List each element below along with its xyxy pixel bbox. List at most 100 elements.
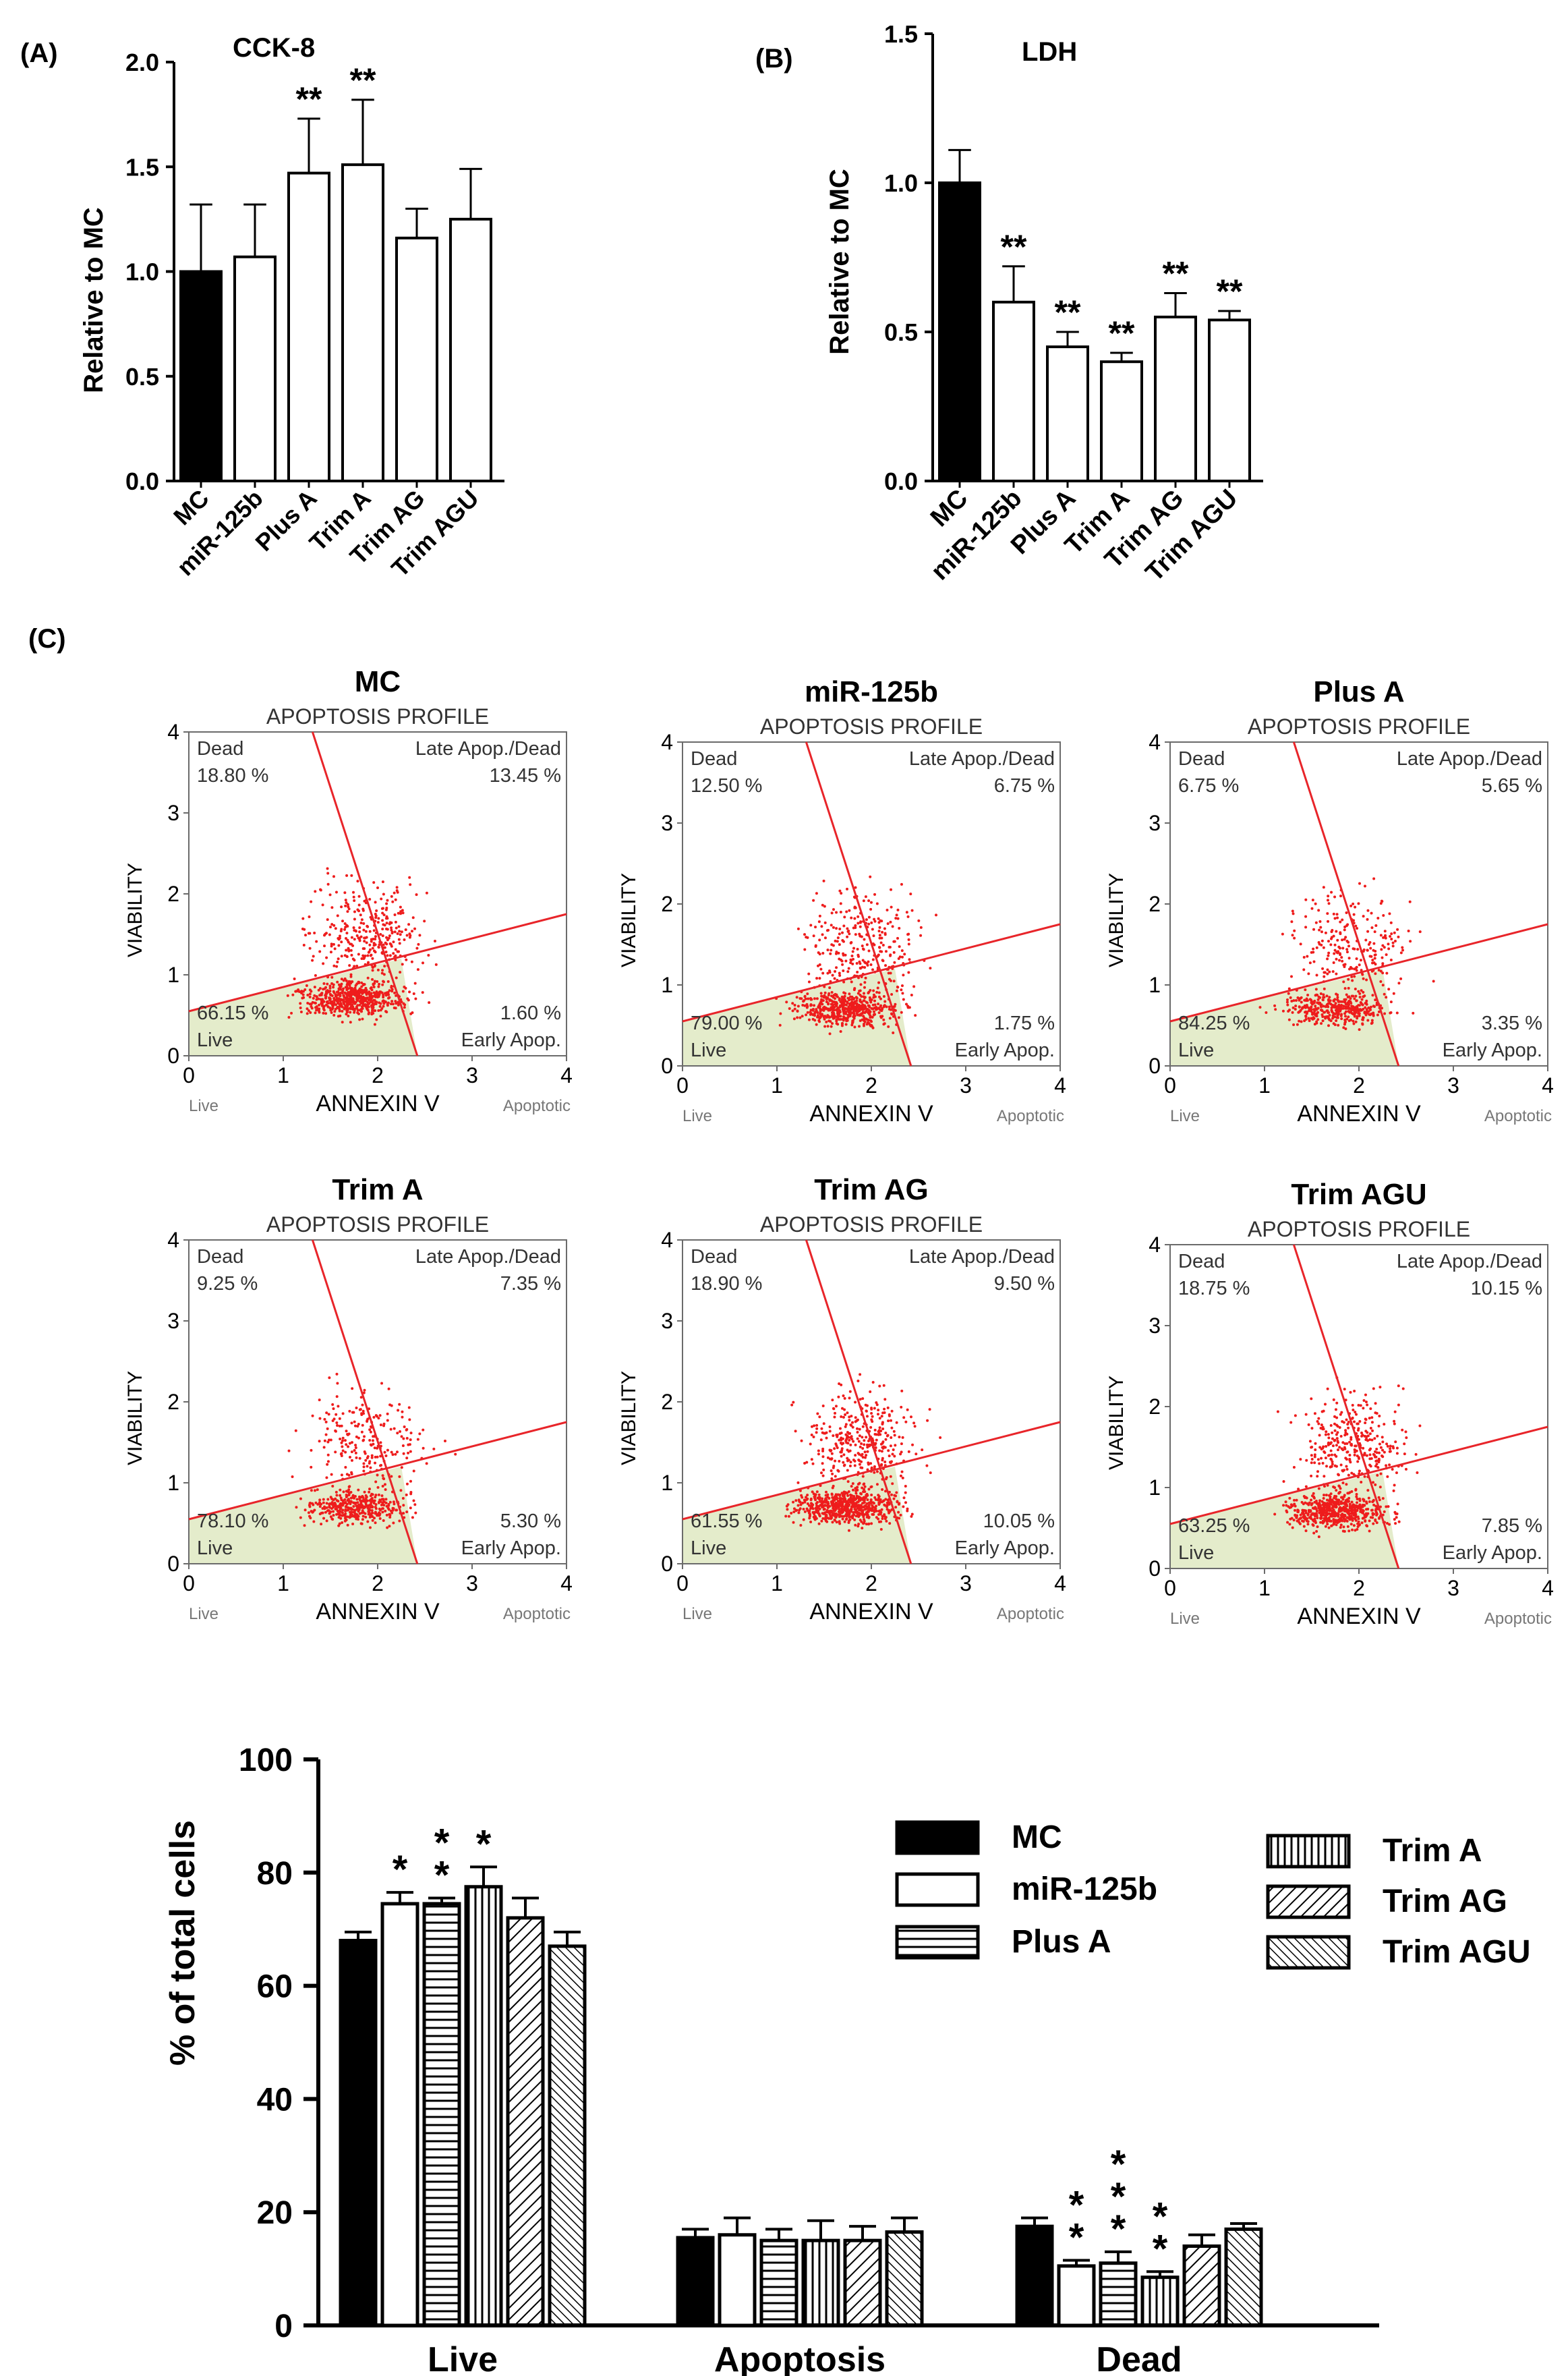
flow-trim-ag-dot bbox=[876, 1498, 879, 1502]
flow-plus-a-dot bbox=[1293, 936, 1296, 940]
flow-mc-dot bbox=[353, 988, 356, 991]
flow-mc-dot bbox=[343, 996, 346, 999]
flow-trim-ag-dot bbox=[854, 1487, 857, 1490]
flow-trim-agu-dot bbox=[1367, 1496, 1370, 1500]
flow-plus-a-dot bbox=[1327, 920, 1330, 923]
flow-mc-dot bbox=[404, 928, 407, 932]
flow-mc-dot bbox=[374, 994, 377, 997]
flow-trim-agu-dot bbox=[1416, 1471, 1419, 1474]
flow-trim-agu-dot bbox=[1370, 1508, 1373, 1512]
flow-mir-125b-dot bbox=[853, 906, 856, 909]
flow-trim-agu-dot bbox=[1342, 1505, 1345, 1508]
flow-mc-dot bbox=[364, 986, 368, 990]
flow-trim-ag-dot bbox=[855, 1419, 859, 1423]
flow-trim-a-dot bbox=[329, 1438, 332, 1442]
flow-trim-ag-dot bbox=[898, 1436, 901, 1439]
flow-plus-a-dot bbox=[1341, 1000, 1344, 1003]
flow-plus-a-dot bbox=[1298, 1005, 1301, 1009]
flow-trim-a-dot bbox=[376, 1455, 379, 1459]
flow-mir-125b-dot bbox=[846, 996, 850, 1000]
flow-trim-agu-dot bbox=[1349, 1523, 1353, 1526]
flow-plus-a-dot bbox=[1315, 973, 1318, 977]
flow-mc-dot bbox=[365, 941, 368, 944]
flow-mir-125b-dot bbox=[910, 994, 913, 997]
flow-trim-a-dot bbox=[379, 1508, 382, 1512]
flow-plus-a-dot bbox=[1351, 1007, 1354, 1010]
flow-trim-ag-dot bbox=[866, 1450, 869, 1453]
flow-mir-125b-dot bbox=[853, 1025, 856, 1029]
flow-plus-a-dot bbox=[1316, 998, 1320, 1001]
flow-mir-125b-dot bbox=[877, 991, 881, 994]
flow-trim-a-dot bbox=[384, 1501, 388, 1504]
flow-mc-dot bbox=[360, 957, 364, 960]
flow-plus-a-dot bbox=[1352, 913, 1356, 916]
flow-plus-a-dot bbox=[1323, 1011, 1327, 1014]
flow-trim-a-dot bbox=[353, 1424, 357, 1427]
flow-mc-dot bbox=[384, 951, 388, 954]
flow-mir-125b-dot bbox=[864, 976, 867, 980]
flow-trim-a-dot bbox=[364, 1501, 368, 1504]
flow-mir-125b-dot bbox=[892, 1031, 895, 1035]
flow-trim-ag-dot bbox=[870, 1494, 873, 1497]
flow-mir-125b-dot bbox=[867, 915, 871, 919]
flow-mir-125b-dot bbox=[819, 992, 823, 995]
flow-plus-a-dot bbox=[1397, 935, 1400, 938]
flow-plus-a-dot bbox=[1383, 1012, 1387, 1015]
flow-trim-agu-dot bbox=[1335, 1519, 1339, 1523]
flow-plus-a-dot bbox=[1379, 902, 1383, 905]
flow-trim-ag-dot bbox=[808, 1514, 811, 1517]
flow-mc-y-tick-label: 1 bbox=[167, 963, 179, 987]
flow-mc-dot bbox=[395, 926, 398, 930]
flow-mir-125b-dot bbox=[879, 1016, 883, 1019]
flow-mir-125b-dot bbox=[877, 995, 881, 998]
flow-plus-a-dot bbox=[1361, 1003, 1364, 1007]
flow-trim-a-dot bbox=[340, 1441, 343, 1444]
flow-plus-a-dot bbox=[1381, 971, 1385, 975]
flow-trim-ag-dot bbox=[790, 1512, 793, 1515]
flow-trim-a-dot bbox=[341, 1445, 344, 1448]
flow-plus-a-dot bbox=[1389, 935, 1392, 938]
flow-trim-ag-dot bbox=[834, 1516, 838, 1519]
flow-plus-a-dot bbox=[1330, 936, 1333, 939]
flow-trim-a-dot bbox=[388, 1516, 392, 1519]
flow-plus-a-dot bbox=[1344, 1015, 1347, 1018]
flow-mc-dot bbox=[351, 997, 355, 1000]
flow-mir-125b-dot bbox=[900, 984, 904, 988]
flow-mc-dot bbox=[286, 994, 289, 997]
flow-trim-ag-dot bbox=[875, 1401, 878, 1405]
flow-trim-agu-dot bbox=[1350, 1471, 1354, 1475]
flow-mir-125b-dot bbox=[819, 1009, 822, 1013]
flow-trim-ag-dot bbox=[883, 1513, 886, 1517]
flow-trim-agu-dot bbox=[1304, 1511, 1308, 1515]
flow-plus-a-dot bbox=[1313, 1023, 1316, 1026]
flow-mc-dot bbox=[374, 938, 377, 941]
flow-mc-dot bbox=[412, 992, 415, 996]
flow-trim-a-dot bbox=[312, 1520, 316, 1523]
flow-mir-125b-dot bbox=[815, 977, 819, 980]
flow-plus-a-dot bbox=[1318, 928, 1321, 932]
flow-trim-ag-dot bbox=[901, 1436, 904, 1439]
flow-trim-a-dot bbox=[340, 1498, 343, 1502]
flow-trim-a-dot bbox=[363, 1388, 366, 1392]
flow-mir-125b-dot bbox=[826, 928, 830, 932]
ldh-bar-trim-a bbox=[1100, 360, 1143, 483]
flow-trim-agu-dot bbox=[1293, 1502, 1296, 1506]
flow-mir-125b-dot bbox=[890, 992, 894, 996]
flow-trim-agu-dot bbox=[1318, 1502, 1321, 1505]
flow-trim-agu-dot bbox=[1397, 1403, 1400, 1407]
flow-plus-a-dot bbox=[1364, 1006, 1367, 1009]
flow-plus-a-dot bbox=[1358, 992, 1362, 995]
flow-trim-a-dot bbox=[370, 1444, 373, 1447]
flow-mir-125b-dot bbox=[902, 998, 905, 1001]
flow-mir-125b-dot bbox=[906, 1006, 910, 1009]
flow-trim-ag-dot bbox=[799, 1523, 803, 1527]
flow-mc-dot bbox=[401, 911, 405, 915]
flow-trim-a-dot bbox=[382, 1519, 385, 1522]
flow-mc-dot bbox=[372, 938, 375, 941]
flow-mir-125b-dot bbox=[838, 974, 842, 978]
flow-trim-ag-dot bbox=[914, 1452, 918, 1456]
flow-plus-a-dot bbox=[1333, 917, 1337, 920]
flow-plus-a-dot bbox=[1327, 895, 1330, 898]
flow-plus-a-dot bbox=[1355, 969, 1358, 972]
flow-plus-a-dot bbox=[1357, 902, 1360, 905]
